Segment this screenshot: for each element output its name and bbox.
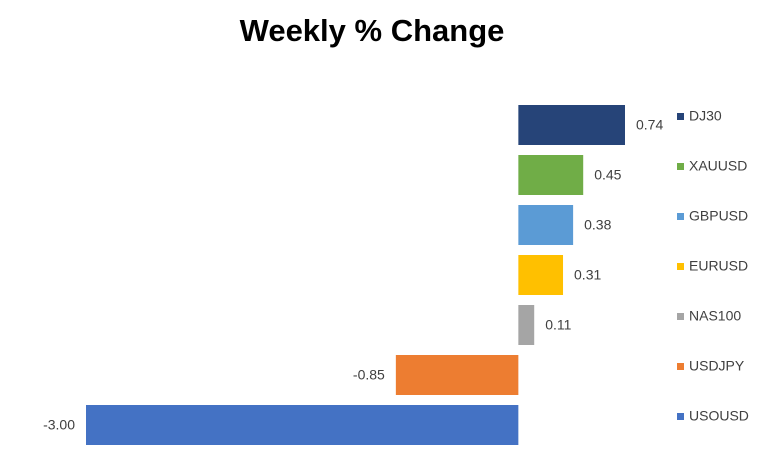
legend-swatch	[677, 213, 684, 220]
legend-label: EURUSD	[689, 258, 748, 274]
bar	[518, 255, 564, 295]
bar	[518, 155, 584, 195]
legend-swatch	[677, 413, 684, 420]
legend-label: XAUUSD	[689, 158, 747, 174]
chart-title: Weekly % Change	[240, 13, 505, 48]
legend-label: USOUSD	[689, 408, 749, 424]
value-label: -0.85	[353, 367, 385, 383]
value-label: 0.11	[545, 317, 571, 333]
value-label: 0.31	[574, 267, 601, 283]
legend-swatch	[677, 163, 684, 170]
bar	[518, 105, 625, 145]
value-label: 0.38	[584, 217, 611, 233]
legend-label: DJ30	[689, 108, 722, 124]
value-label: -3.00	[43, 417, 75, 433]
legend-swatch	[677, 363, 684, 370]
legend-label: USDJPY	[689, 358, 745, 374]
legend-swatch	[677, 313, 684, 320]
legend-label: NAS100	[689, 308, 741, 324]
bar	[395, 355, 519, 395]
value-label: 0.74	[636, 117, 663, 133]
bar	[518, 305, 535, 345]
legend-swatch	[677, 263, 684, 270]
legend-label: GBPUSD	[689, 208, 748, 224]
bar	[518, 205, 574, 245]
value-label: 0.45	[594, 167, 621, 183]
bar	[86, 405, 519, 445]
legend-swatch	[677, 113, 684, 120]
